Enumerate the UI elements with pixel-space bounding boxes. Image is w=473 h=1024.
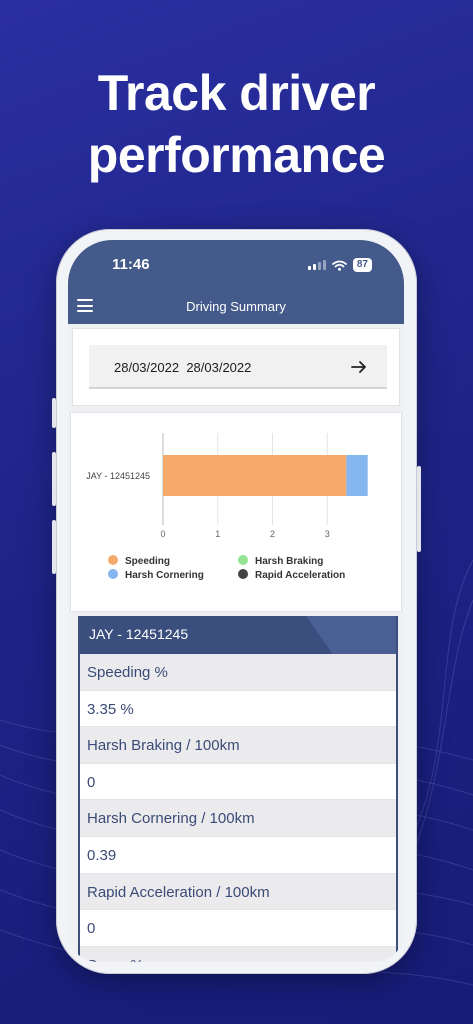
x-tick-label: 3 bbox=[325, 529, 330, 539]
legend-label: Speeding bbox=[125, 556, 170, 567]
x-tick-label: 0 bbox=[160, 529, 165, 539]
phone-power-button bbox=[417, 466, 421, 552]
table-header: JAY - 12451245 bbox=[80, 616, 396, 654]
status-time: 11:46 bbox=[112, 256, 150, 273]
headline-line-1: Track driver bbox=[97, 65, 376, 121]
headline-line-2: performance bbox=[87, 127, 386, 183]
page-title: Driving Summary bbox=[186, 299, 286, 314]
table-row-label: Harsh Braking / 100km bbox=[80, 727, 396, 764]
wifi-icon bbox=[331, 260, 347, 271]
table-row-label-partial: Score % bbox=[80, 946, 396, 962]
date-start: 28/03/2022 bbox=[114, 360, 180, 375]
table-row-label: Harsh Cornering / 100km bbox=[80, 800, 396, 837]
app-screen: 11:46 87 Driving Summary 28/03/2022 28/0… bbox=[68, 240, 404, 962]
table-row-value: 0 bbox=[80, 910, 396, 947]
legend-marker bbox=[238, 555, 248, 565]
table-row-value: 0.39 bbox=[80, 836, 396, 874]
table-row-label: Rapid Acceleration / 100km bbox=[80, 873, 396, 911]
status-icons: 87 bbox=[307, 258, 372, 272]
y-category-label: JAY - 12451245 bbox=[86, 471, 150, 481]
battery-indicator: 87 bbox=[352, 258, 372, 272]
date-range-text: 28/03/2022 28/03/2022 bbox=[114, 360, 251, 375]
table-row-label: Speeding % bbox=[80, 654, 396, 691]
phone-silent-switch bbox=[52, 398, 56, 428]
phone-volume-up bbox=[52, 452, 56, 506]
driver-stats-table: JAY - 12451245 Speeding % 3.35 % Harsh B… bbox=[78, 616, 398, 962]
x-tick-label: 2 bbox=[270, 529, 275, 539]
cellular-signal-icon bbox=[307, 260, 326, 270]
legend-label: Harsh Cornering bbox=[125, 570, 204, 581]
date-end: 28/03/2022 bbox=[186, 360, 252, 375]
table-row-value: 0 bbox=[80, 763, 396, 801]
app-header: 11:46 87 Driving Summary bbox=[68, 240, 404, 324]
legend-label: Rapid Acceleration bbox=[255, 570, 345, 581]
legend-marker bbox=[108, 555, 118, 565]
table-header-label: JAY - 12451245 bbox=[89, 626, 189, 642]
table-row-value: 3.35 % bbox=[80, 690, 396, 728]
chart-card: 0 1 2 3 JAY - 12451245 Speeding Harsh Braking H… bbox=[70, 412, 402, 612]
legend-marker bbox=[238, 569, 248, 579]
driver-events-chart: 0 1 2 3 JAY - 12451245 Speeding Harsh Braking H… bbox=[86, 433, 368, 581]
date-range-card: 28/03/2022 28/03/2022 bbox=[72, 328, 400, 406]
date-range-selector[interactable]: 28/03/2022 28/03/2022 bbox=[89, 345, 387, 389]
hamburger-menu-icon[interactable] bbox=[77, 299, 93, 312]
arrow-right-icon[interactable] bbox=[349, 357, 369, 377]
x-tick-label: 1 bbox=[215, 529, 220, 539]
headline: Track driver performance bbox=[0, 62, 473, 186]
phone-volume-down bbox=[52, 520, 56, 574]
bar-speeding bbox=[163, 455, 347, 496]
bar-harsh-cornering bbox=[346, 455, 368, 496]
legend-label: Harsh Braking bbox=[255, 556, 323, 567]
legend-marker bbox=[108, 569, 118, 579]
